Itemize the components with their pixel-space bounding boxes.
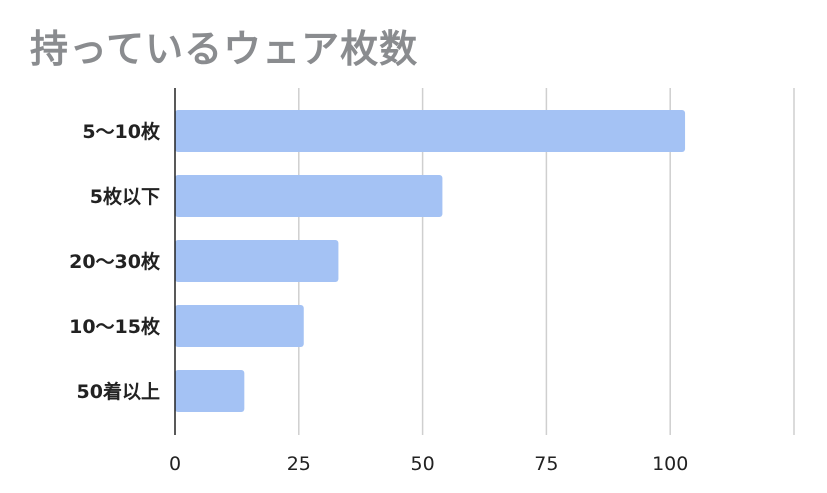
x-tick-label: 100 [652, 453, 688, 475]
category-label: 20〜30枚 [69, 250, 161, 273]
category-label: 5〜10枚 [82, 120, 161, 143]
bar [175, 305, 304, 347]
bar [175, 370, 245, 412]
category-label: 50着以上 [77, 380, 160, 403]
x-tick-label: 75 [534, 453, 558, 475]
category-label: 10〜15枚 [69, 315, 161, 338]
x-tick-label: 0 [169, 453, 181, 475]
chart-title: 持っているウェア枚数 [30, 27, 419, 71]
bar [175, 110, 686, 152]
x-tick-label: 25 [287, 453, 311, 475]
category-label: 5枚以下 [90, 185, 160, 208]
x-tick-label: 50 [411, 453, 435, 475]
bar [175, 240, 339, 282]
bar [175, 175, 443, 217]
